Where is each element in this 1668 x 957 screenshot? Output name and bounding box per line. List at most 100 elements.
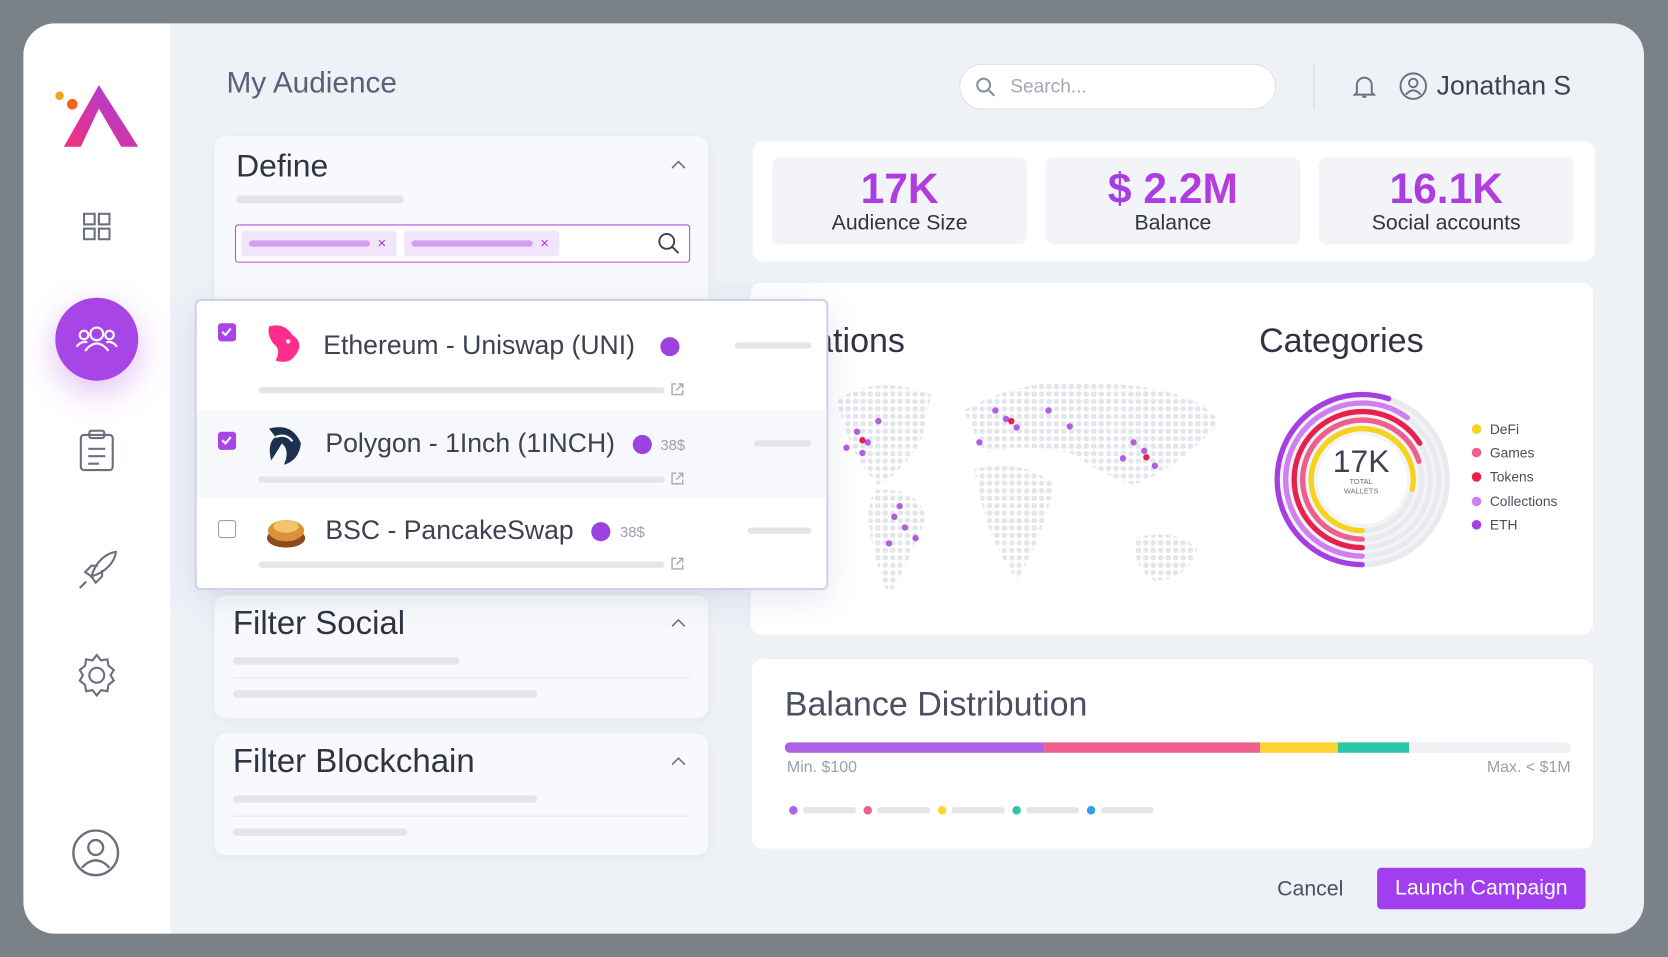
legend-item: Collections (1471, 489, 1558, 513)
placeholder-bar (236, 195, 405, 204)
settings-icon[interactable] (74, 653, 119, 698)
filter-social-panel: Filter Social (214, 595, 709, 718)
stat: $ 2.2M Balance (1045, 157, 1301, 245)
collapse-icon[interactable] (671, 618, 686, 629)
divider (1313, 63, 1315, 109)
placeholder-bar (232, 795, 538, 803)
verified-badge (632, 434, 652, 455)
checkbox[interactable] (217, 520, 237, 539)
option-label[interactable]: Ethereum - Uniswap (UNI) (323, 330, 635, 361)
legend-label: ETH (1489, 516, 1518, 533)
categories-title: Categories (1259, 321, 1424, 360)
stat: 16.1K Social accounts (1318, 157, 1574, 245)
filter-title: Filter Blockchain (232, 742, 475, 780)
placeholder-bar (258, 561, 665, 568)
placeholder-bar (232, 828, 408, 836)
dashboard-icon[interactable] (82, 212, 111, 241)
stat-label: Audience Size (831, 211, 968, 236)
balance-title: Balance Distribution (784, 684, 1088, 724)
search-icon[interactable] (657, 232, 680, 255)
max-label: Max. < $1M (1486, 758, 1571, 777)
external-link-icon[interactable] (670, 382, 685, 397)
legend-dot (1471, 448, 1482, 458)
search-icon (976, 77, 996, 97)
legend-label: DeFi (1489, 420, 1520, 437)
options-dropdown: Ethereum - Uniswap (UNI) Polygon - 1Inch… (194, 298, 829, 591)
ring-arc (1282, 400, 1442, 559)
option-price: 38$ (660, 435, 686, 454)
filter-blockchain-panel: Filter Blockchain (214, 733, 709, 855)
legend-item: Games (1471, 441, 1558, 465)
1inch-logo (269, 427, 301, 465)
stat-value: $ 2.2M (1045, 166, 1300, 214)
ring-arc (1308, 425, 1416, 534)
donut-center-label: TOTAL WALLETS (1343, 478, 1379, 496)
stat-label: Social accounts (1371, 211, 1521, 236)
legend-item: Tokens (1471, 465, 1558, 489)
bell-icon[interactable] (1352, 74, 1377, 100)
cancel-button[interactable]: Cancel (1277, 877, 1344, 901)
checkbox[interactable] (217, 431, 237, 450)
ring-arc (1274, 391, 1450, 568)
stat-value: 16.1K (1319, 166, 1574, 214)
min-label: Min. $100 (786, 758, 857, 777)
placeholder-bar (734, 342, 812, 349)
donut-hole (1317, 434, 1407, 525)
legend-dot (1471, 496, 1482, 506)
option-price: 38$ (619, 523, 645, 541)
page-title: My Audience (226, 65, 397, 99)
search-placeholder: Search... (1010, 75, 1087, 97)
user-name[interactable]: Jonathan S (1436, 71, 1572, 102)
rocket-icon[interactable] (77, 549, 120, 592)
option-label[interactable]: Polygon - 1Inch (1INCH) (325, 428, 615, 459)
stats-card: 17K Audience Size $ 2.2M Balance 16.1K Soci… (752, 141, 1596, 262)
balance-card: Balance Distribution Min. $100 Max. < $1… (751, 659, 1593, 849)
sidebar (23, 23, 171, 934)
external-link-icon[interactable] (670, 471, 685, 486)
stat: 17K Audience Size (772, 157, 1028, 245)
legend-label: Tokens (1489, 468, 1534, 485)
logo (55, 85, 139, 147)
placeholder-bar (747, 527, 812, 534)
placeholder-bar (258, 476, 665, 483)
user-icon[interactable] (1398, 71, 1428, 101)
tag-input[interactable]: × × (235, 224, 691, 263)
legend-label: Collections (1489, 492, 1558, 509)
donut-center-value: 17K (1332, 444, 1390, 480)
clipboard-icon[interactable] (79, 429, 115, 473)
ring-arc (1300, 417, 1425, 542)
checkbox[interactable] (217, 323, 237, 342)
verified-badge (660, 337, 680, 357)
placeholder-bar (232, 690, 538, 698)
verified-badge (591, 522, 611, 542)
filter-title: Filter Social (232, 604, 406, 642)
define-title: Define (236, 148, 329, 184)
legend-item: DeFi (1471, 417, 1558, 441)
collapse-icon[interactable] (671, 160, 686, 171)
placeholder-bar (258, 387, 665, 394)
legend: DeFi Games Tokens Collections ETH (1471, 417, 1558, 537)
distribution-key (788, 803, 1171, 822)
pancakeswap-logo (266, 520, 306, 548)
legend-dot (1471, 520, 1482, 530)
external-link-icon[interactable] (670, 556, 685, 571)
legend-dot (1471, 472, 1482, 482)
tag-chip[interactable]: × (241, 230, 397, 257)
placeholder-bar (753, 440, 812, 447)
stat-value: 17K (772, 166, 1027, 214)
search-box[interactable]: Search... (959, 63, 1277, 110)
legend-dot (1471, 424, 1482, 434)
profile-icon[interactable] (70, 827, 121, 878)
option-label[interactable]: BSC - PancakeSwap (325, 515, 574, 546)
world-map (835, 381, 1219, 597)
ring-arc (1291, 408, 1433, 551)
map-card: Locations Categories 17K TOTAL WALLETS D… (750, 282, 1593, 635)
placeholder-bar (232, 657, 460, 665)
uniswap-logo (268, 325, 300, 362)
collapse-icon[interactable] (671, 756, 686, 767)
tag-chip[interactable]: × (404, 230, 560, 257)
audience-nav-active[interactable] (55, 297, 139, 381)
app-window: My Audience Search... Jonathan S Define … (23, 23, 1645, 934)
launch-campaign-button[interactable]: Launch Campaign (1377, 867, 1586, 910)
